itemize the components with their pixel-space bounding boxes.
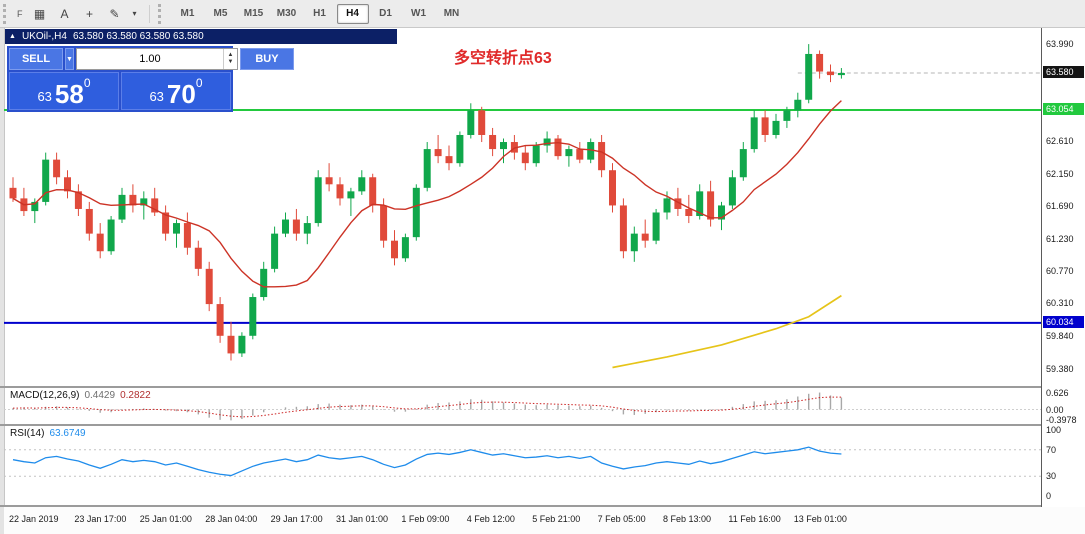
rsi-panel[interactable]: RSI(14) 63.6749 <box>4 426 1041 505</box>
timeframe-button-M15[interactable]: M15 <box>243 8 264 19</box>
macd-axis-label: 0.00 <box>1046 404 1064 415</box>
toolbar-grip[interactable] <box>3 3 14 24</box>
volume-increase-button[interactable]: ▲ <box>227 51 234 58</box>
time-axis: 22 Jan 2019 23 Jan 17:00 25 Jan 01:00 28 Ja… <box>4 507 1085 534</box>
toolbar-text-icon[interactable]: A <box>60 6 69 21</box>
rsi-label: RSI(14) 63.6749 <box>10 428 86 439</box>
macd-label: MACD(12,26,9) 0.4429 0.2822 <box>10 390 151 401</box>
toolbar-draw-caret-icon[interactable]: ▾ <box>132 9 137 18</box>
price-axis-label: 60.770 <box>1046 265 1074 276</box>
one-click-trading-panel: SELL ▼ ▲ ▼ BUY 63 58 0 <box>7 46 294 112</box>
time-axis-label: 4 Feb 12:00 <box>466 514 515 524</box>
rsi-axis-label: 70 <box>1046 444 1057 455</box>
timeframe-button-H1[interactable]: H1 <box>313 8 326 19</box>
current-price-marker: 63.580 <box>1043 65 1084 78</box>
price-axis-label: 60.310 <box>1046 298 1074 309</box>
caret-down-icon: ▼ <box>66 55 73 63</box>
timeframe-button-D1[interactable]: D1 <box>379 8 392 19</box>
toolbar-crosshair-icon[interactable]: + <box>85 6 93 21</box>
main-chart-panel[interactable]: ▲ UKOil-,H4 63.580 63.580 63.580 63.580 … <box>4 28 1041 386</box>
buy-price-big: 70 <box>166 78 196 109</box>
triangle-icon: ▲ <box>9 33 16 40</box>
ohlc-values: 63.580 63.580 63.580 63.580 <box>72 31 204 42</box>
symbol-timeframe-label: UKOil-,H4 <box>21 31 67 42</box>
time-axis-label: 23 Jan 17:00 <box>74 514 127 524</box>
time-axis-label: 13 Feb 01:00 <box>793 514 847 524</box>
time-axis-label: 29 Jan 17:00 <box>270 514 323 524</box>
time-axis-label: 5 Feb 21:00 <box>532 514 581 524</box>
price-axis-label: 62.150 <box>1046 168 1074 179</box>
toolbar-separator <box>148 4 150 23</box>
rsi-axis-label: 30 <box>1046 471 1057 482</box>
price-axis-label: 61.230 <box>1046 233 1074 244</box>
buy-button[interactable]: BUY <box>239 48 294 70</box>
volume-field: ▲ ▼ <box>75 48 238 70</box>
time-axis-label: 7 Feb 05:00 <box>597 514 646 524</box>
sell-button[interactable]: SELL <box>9 48 63 70</box>
price-axis: 63.990 62.610 62.150 61.690 61.230 60.770 60.3… <box>1041 28 1085 507</box>
timeframe-button-M1[interactable]: M1 <box>180 8 195 19</box>
time-axis-label: 28 Jan 04:00 <box>205 514 258 524</box>
toolbar-draw-icon[interactable]: ✎ <box>109 6 120 21</box>
macd-indicator[interactable] <box>4 388 1041 424</box>
buy-price-sup: 0 <box>195 76 203 90</box>
buy-price-display[interactable]: 63 70 0 <box>121 72 231 110</box>
volume-stepper: ▲ ▼ <box>222 49 237 69</box>
toolbar-grip-2[interactable] <box>157 3 169 24</box>
time-axis-label: 8 Feb 13:00 <box>663 514 712 524</box>
price-axis-label: 62.610 <box>1046 136 1074 147</box>
price-axis-label: 63.990 <box>1046 39 1074 50</box>
panel-divider[interactable] <box>0 505 1085 507</box>
volume-input[interactable] <box>76 49 223 69</box>
macd-panel[interactable]: MACD(12,26,9) 0.4429 0.2822 <box>4 388 1041 424</box>
volume-decrease-button[interactable]: ▼ <box>227 59 234 65</box>
rsi-value: 63.6749 <box>49 428 86 439</box>
timeframe-group: M1 M5 M15 M30 H1 H4 D1 W1 MN <box>172 3 468 24</box>
time-axis-label: 1 Feb 09:00 <box>401 514 450 524</box>
panel-divider[interactable] <box>0 424 1041 426</box>
toolbar-chart-window-icon[interactable]: ▦ <box>33 6 46 21</box>
timeframe-button-M5[interactable]: M5 <box>213 8 228 19</box>
time-axis-label: 11 Feb 16:00 <box>728 514 781 524</box>
timeframe-button-M30[interactable]: M30 <box>276 8 297 19</box>
sell-price-sup: 0 <box>83 76 91 90</box>
chart-annotation-text[interactable]: 多空转折点63 <box>454 50 552 67</box>
sell-price-display[interactable]: 63 58 0 <box>9 72 119 110</box>
price-axis-label: 61.690 <box>1046 201 1074 212</box>
time-axis-label: 25 Jan 01:00 <box>139 514 192 524</box>
panel-divider[interactable] <box>0 386 1041 388</box>
timeframe-button-MN[interactable]: MN <box>443 8 460 19</box>
volume-dropdown-button[interactable]: ▼ <box>65 48 74 70</box>
toolbar: F ▦ A + ✎ ▾ M1 M5 M15 M30 H1 H4 D1 W1 MN <box>0 0 1085 28</box>
sell-price-prefix: 63 <box>37 89 52 104</box>
macd-main-value: 0.4429 <box>84 390 116 401</box>
time-axis-label: 31 Jan 01:00 <box>336 514 389 524</box>
blue-price-marker: 60.034 <box>1043 315 1084 328</box>
tool-group: ▦ A + ✎ ▾ <box>28 3 142 25</box>
macd-axis-label: -0.3978 <box>1046 415 1077 426</box>
chart-title: ▲ UKOil-,H4 63.580 63.580 63.580 63.580 <box>5 29 397 44</box>
time-axis-label: 22 Jan 2019 <box>9 514 59 524</box>
macd-signal-value: 0.2822 <box>120 390 151 401</box>
sell-price-big: 58 <box>54 78 84 109</box>
timeframe-button-W1[interactable]: W1 <box>411 8 426 19</box>
rsi-axis-label: 100 <box>1046 425 1062 435</box>
green-price-marker: 63.054 <box>1043 103 1084 116</box>
buy-price-prefix: 63 <box>149 89 164 104</box>
window-frame <box>0 28 5 534</box>
chart-window: ▲ UKOil-,H4 63.580 63.580 63.580 63.580 … <box>0 28 1085 534</box>
macd-axis-label: 0.626 <box>1046 387 1069 398</box>
toolbar-f-label: F <box>17 8 23 19</box>
rsi-indicator[interactable] <box>4 426 1041 505</box>
rsi-axis-label: 0 <box>1046 491 1052 501</box>
timeframe-button-H4[interactable]: H4 <box>336 3 369 24</box>
price-axis-label: 59.840 <box>1046 331 1074 342</box>
price-axis-label: 59.380 <box>1046 363 1074 374</box>
candlestick-chart[interactable] <box>4 28 1041 386</box>
